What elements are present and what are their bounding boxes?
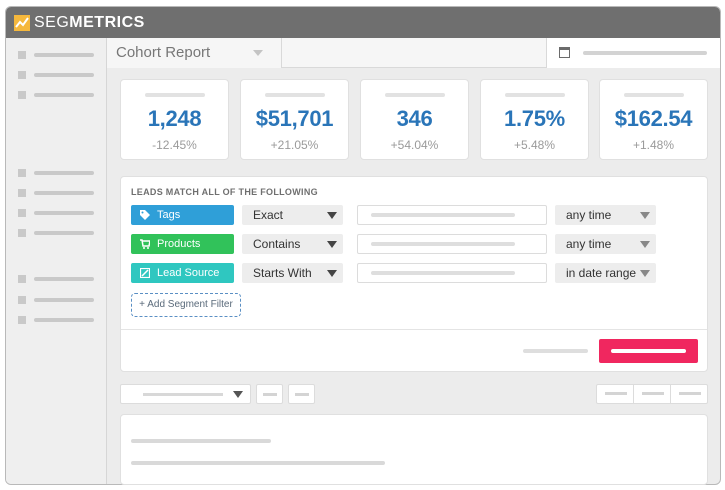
metric-value: $51,701 <box>255 106 334 131</box>
view-toggle <box>596 384 708 404</box>
chevron-down-icon <box>253 50 263 56</box>
calendar-icon <box>559 47 570 58</box>
results-panel <box>120 414 708 485</box>
tag-icon <box>140 210 150 220</box>
filter-heading: LEADS MATCH ALL OF THE FOLLOWING <box>131 187 318 197</box>
sidebar-item[interactable] <box>18 169 94 177</box>
filter-type-products[interactable]: Products <box>131 234 234 254</box>
sidebar-item[interactable] <box>18 51 94 59</box>
operator-value: Contains <box>253 237 301 251</box>
filter-type-lead-source[interactable]: Lead Source <box>131 263 234 283</box>
metric-value: 1,248 <box>147 106 202 131</box>
chevron-down-icon <box>640 241 650 248</box>
sidebar-item[interactable] <box>18 229 94 237</box>
sidebar-item[interactable] <box>18 189 94 197</box>
metric-value: $162.54 <box>614 106 693 131</box>
metric-card: 1.75% +5.48% <box>480 79 589 160</box>
chevron-down-icon <box>327 212 337 219</box>
operator-select[interactable]: Starts With <box>242 263 343 283</box>
cart-icon <box>140 239 150 249</box>
time-value: any time <box>566 237 612 251</box>
chevron-down-icon <box>233 391 243 398</box>
chevron-down-icon <box>327 270 337 277</box>
title-bar: SEGMETRICS <box>6 7 720 38</box>
date-range-picker[interactable] <box>546 38 720 68</box>
footer-placeholder <box>523 349 588 353</box>
metric-card: 346 +54.04% <box>360 79 469 160</box>
logo-text: SEGMETRICS <box>34 14 145 31</box>
metric-change: +21.05% <box>270 138 319 152</box>
metric-change: +5.48% <box>513 138 556 152</box>
report-selector[interactable]: Cohort Report <box>107 38 282 68</box>
sidebar-item[interactable] <box>18 296 94 304</box>
results-placeholder <box>131 439 271 443</box>
filter-type-tags[interactable]: Tags <box>131 205 234 225</box>
filter-value-input[interactable] <box>357 234 547 254</box>
toolbar-button[interactable] <box>288 384 315 404</box>
date-range-placeholder <box>583 51 707 55</box>
segmetrics-logo[interactable]: SEGMETRICS <box>14 14 145 32</box>
operator-value: Exact <box>253 208 284 222</box>
metric-value: 346 <box>396 106 433 131</box>
filter-type-label: Lead Source <box>157 267 220 279</box>
add-segment-filter-button[interactable]: + Add Segment Filter <box>131 293 241 317</box>
sidebar-item[interactable] <box>18 275 94 283</box>
operator-select[interactable]: Exact <box>242 205 343 225</box>
metric-card: $51,701 +21.05% <box>240 79 349 160</box>
time-value: any time <box>566 208 612 222</box>
metric-change: -12.45% <box>152 138 197 152</box>
sidebar <box>6 38 107 484</box>
metric-value: 1.75% <box>504 106 565 131</box>
time-value: in date range <box>566 266 637 280</box>
toolbar-button[interactable] <box>256 384 283 404</box>
time-select[interactable]: any time <box>555 234 656 254</box>
results-placeholder <box>131 461 385 465</box>
metric-change: +1.48% <box>632 138 675 152</box>
chevron-down-icon <box>640 270 650 277</box>
time-select[interactable]: in date range <box>555 263 656 283</box>
metric-change: +54.04% <box>390 138 439 152</box>
filter-type-label: Tags <box>157 209 181 221</box>
sidebar-item[interactable] <box>18 71 94 79</box>
time-select[interactable]: any time <box>555 205 656 225</box>
grouping-select[interactable] <box>120 384 251 404</box>
view-toggle-option[interactable] <box>671 385 708 403</box>
sidebar-item[interactable] <box>18 209 94 217</box>
view-toggle-option[interactable] <box>597 385 634 403</box>
divider <box>121 329 707 330</box>
metric-card: 1,248 -12.45% <box>120 79 229 160</box>
run-report-button[interactable] <box>599 339 698 363</box>
sidebar-item[interactable] <box>18 316 94 324</box>
chevron-down-icon <box>327 241 337 248</box>
filter-type-label: Products <box>157 238 201 250</box>
source-icon <box>140 268 150 278</box>
view-toggle-option[interactable] <box>634 385 671 403</box>
filter-value-input[interactable] <box>357 263 547 283</box>
metric-card: $162.54 +1.48% <box>599 79 708 160</box>
logo-mark-icon <box>14 15 30 31</box>
report-title: Cohort Report <box>116 44 211 61</box>
sidebar-item[interactable] <box>18 91 94 99</box>
segment-filter-panel: LEADS MATCH ALL OF THE FOLLOWING Tags Ex… <box>120 176 708 372</box>
operator-value: Starts With <box>253 266 312 280</box>
operator-select[interactable]: Contains <box>242 234 343 254</box>
chevron-down-icon <box>640 212 650 219</box>
filter-value-input[interactable] <box>357 205 547 225</box>
report-header: Cohort Report <box>107 38 720 68</box>
